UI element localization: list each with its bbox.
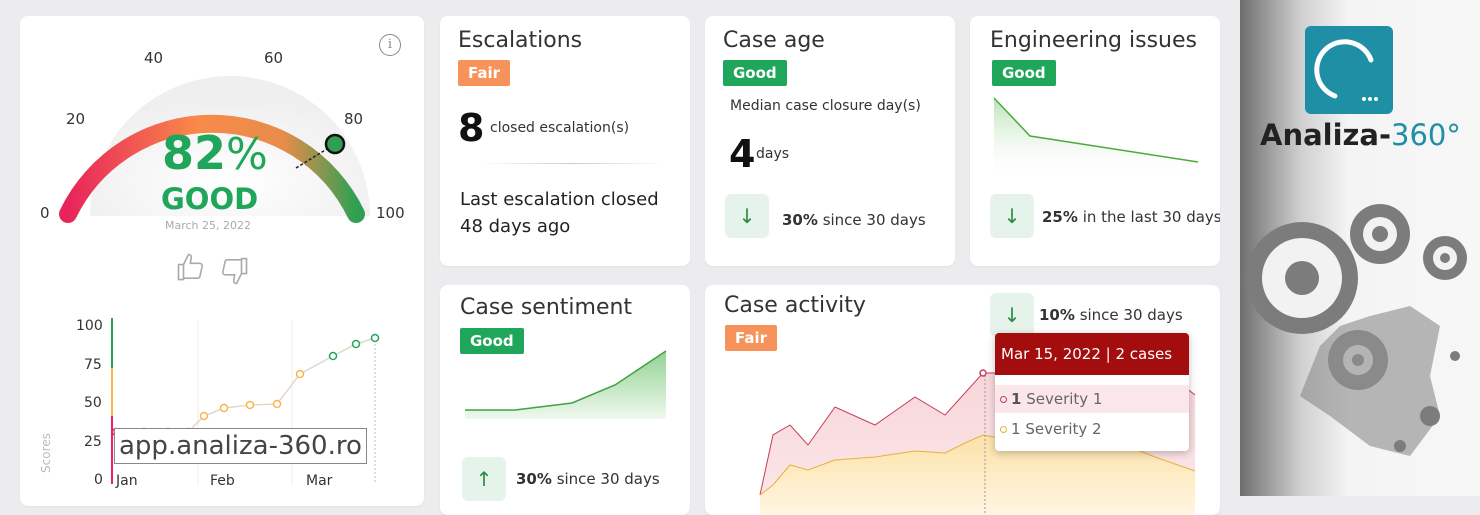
sentiment-title: Case sentiment xyxy=(460,295,633,320)
severity2-area xyxy=(760,435,1195,515)
info-icon[interactable]: i xyxy=(379,34,401,56)
score-point xyxy=(245,400,255,410)
score-number: 82 xyxy=(162,126,227,180)
arrow-down-icon: ↓ xyxy=(725,194,769,238)
engineering-badge: Good xyxy=(992,60,1056,86)
engineering-title: Engineering issues xyxy=(990,28,1197,53)
x-tick-jan: Jan xyxy=(116,473,138,489)
activity-badge: Fair xyxy=(725,325,778,351)
y-tick-25: 25 xyxy=(84,434,102,450)
decorative-circles xyxy=(1246,204,1467,456)
sentiment-trend-text: since 30 days xyxy=(556,470,660,488)
thumbs-up-icon[interactable] xyxy=(176,252,206,282)
score-point xyxy=(351,339,361,349)
tooltip-row-severity1: 1 Severity 1 xyxy=(995,385,1189,413)
sentiment-trend-pct: 30% xyxy=(516,470,552,488)
activity-trend-pct: 10% xyxy=(1039,306,1075,324)
sentiment-card: Case sentiment Good ↑ 30% since 30 days xyxy=(440,285,690,515)
score-point xyxy=(295,369,305,379)
escalations-divider xyxy=(480,163,666,164)
gauge-tick-80: 80 xyxy=(344,110,364,128)
score-date: March 25, 2022 xyxy=(165,219,252,232)
case-age-trend-pct: 30% xyxy=(782,211,818,229)
escalations-badge: Fair xyxy=(458,60,511,86)
score-point xyxy=(272,399,282,409)
score-point xyxy=(370,333,380,343)
brand-name-left: Analiza- xyxy=(1260,118,1392,152)
brand-name-right: 360° xyxy=(1391,118,1461,152)
activity-trend-text: since 30 days xyxy=(1079,306,1183,324)
case-age-badge: Good xyxy=(723,60,787,86)
activity-trend: 10% since 30 days xyxy=(1039,306,1183,324)
score-series-line xyxy=(116,337,376,433)
tooltip-row-severity2: 1 Severity 2 xyxy=(995,415,1189,443)
tooltip-header: Mar 15, 2022 | 2 cases xyxy=(995,333,1189,375)
sentiment-sparkline xyxy=(465,350,667,419)
x-tick-mar: Mar xyxy=(306,473,333,489)
case-age-card: Case age Good Median case closure day(s)… xyxy=(705,16,955,266)
escalations-card: Escalations Fair 8 closed escalation(s) … xyxy=(440,16,690,266)
engineering-trend: 25% in the last 30 days xyxy=(1042,208,1220,226)
activity-card: Case activity Fair ↓ 10% since 30 days M… xyxy=(705,285,1220,515)
case-age-unit: days xyxy=(756,146,790,162)
gauge-needle-line xyxy=(295,143,336,169)
case-age-value: 4 xyxy=(729,132,756,176)
tooltip-row2-label: Severity 2 xyxy=(1025,420,1102,438)
gauge-tick-100: 100 xyxy=(376,204,405,222)
case-age-trend-text: since 30 days xyxy=(822,211,926,229)
sentiment-trend: 30% since 30 days xyxy=(516,470,660,488)
tooltip-row2-count: 1 xyxy=(1011,420,1021,438)
case-age-trend: 30% since 30 days xyxy=(782,211,926,229)
y-tick-50: 50 xyxy=(84,395,102,411)
engineering-card: Engineering issues Good ↓ 25% in the las… xyxy=(970,16,1220,266)
score-value: 82% xyxy=(162,126,268,180)
hover-point xyxy=(979,369,987,377)
analiza-360-logo-icon xyxy=(1305,26,1393,114)
escalations-count: 8 xyxy=(458,106,485,150)
y-tick-75: 75 xyxy=(84,357,102,373)
severity2-marker xyxy=(1000,426,1007,433)
case-age-title: Case age xyxy=(723,28,825,53)
gauge-tick-0: 0 xyxy=(40,204,50,222)
sentiment-badge: Good xyxy=(460,328,524,354)
y-axis-label: Scores xyxy=(38,433,53,473)
score-point xyxy=(328,351,338,361)
activity-title: Case activity xyxy=(724,293,866,318)
score-rating: GOOD xyxy=(161,182,259,216)
brand-name: Analiza-360° xyxy=(1260,118,1461,152)
score-point xyxy=(219,403,229,413)
arrow-down-icon: ↓ xyxy=(990,293,1034,337)
escalations-title: Escalations xyxy=(458,28,583,53)
tooltip-row1-count: 1 xyxy=(1011,390,1022,408)
escalations-last-line1: Last escalation closed xyxy=(460,189,659,210)
score-card: 0 20 40 60 80 100 i 82% GOOD March 25, 2… xyxy=(20,16,424,506)
tooltip-row1-label: Severity 1 xyxy=(1026,390,1103,408)
gauge-tick-60: 60 xyxy=(264,49,284,67)
gauge-arc xyxy=(59,114,365,223)
y-tick-0: 0 xyxy=(94,472,103,488)
arrow-down-icon: ↓ xyxy=(990,194,1034,238)
escalations-last-line2: 48 days ago xyxy=(460,216,571,237)
score-point xyxy=(199,411,209,421)
score-unit: % xyxy=(226,129,268,180)
arrow-up-icon: ↑ xyxy=(462,457,506,501)
gauge-needle-knob xyxy=(324,133,346,155)
watermark: app.analiza-360.ro xyxy=(114,428,367,464)
y-tick-100: 100 xyxy=(76,318,103,334)
activity-tooltip: Mar 15, 2022 | 2 cases 1 Severity 1 1 Se… xyxy=(995,333,1189,451)
engineering-trend-pct: 25% xyxy=(1042,208,1078,226)
score-gauge-svg xyxy=(59,76,370,223)
thumbs-down-icon[interactable] xyxy=(219,256,249,286)
gauge-tick-40: 40 xyxy=(144,49,164,67)
engineering-trend-text: in the last 30 days xyxy=(1082,208,1220,226)
x-tick-feb: Feb xyxy=(210,473,235,489)
gauge-tick-20: 20 xyxy=(66,110,86,128)
case-age-subtitle: Median case closure day(s) xyxy=(730,98,921,114)
escalations-count-label: closed escalation(s) xyxy=(490,120,630,136)
engineering-sparkline xyxy=(993,97,1199,182)
gauge-inner-disc xyxy=(90,76,370,216)
brand-panel: Analiza-360° xyxy=(1240,0,1480,496)
severity1-marker xyxy=(1000,396,1007,403)
